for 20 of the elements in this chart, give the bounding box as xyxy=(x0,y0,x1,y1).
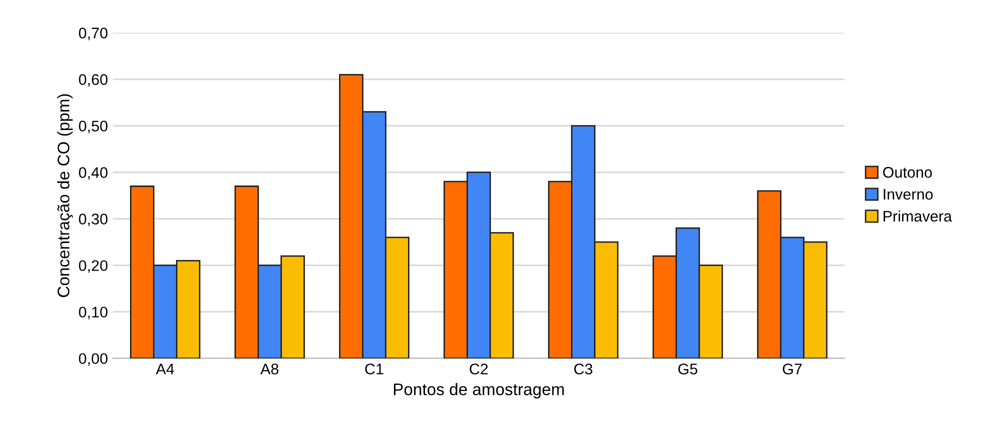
legend-label: Primavera xyxy=(884,210,952,222)
x-tick-label: C2 xyxy=(470,364,488,374)
legend-label: Inverno xyxy=(884,189,933,200)
y-tick-label: 0,50 xyxy=(78,120,108,134)
x-axis-title: Pontos de amostragem xyxy=(394,383,564,399)
x-tick-label: G7 xyxy=(782,364,802,374)
y-tick-label: 0,10 xyxy=(78,306,108,320)
y-axis-title: Concentração de CO (ppm) xyxy=(57,94,73,298)
y-tick-label: 0,20 xyxy=(78,260,108,273)
y-tick-label: 0,40 xyxy=(78,167,108,180)
x-tick-label: A4 xyxy=(156,364,174,374)
x-tick-label: A8 xyxy=(260,364,278,374)
legend-label: Outono xyxy=(883,166,932,178)
y-tick-label: 0,70 xyxy=(78,28,108,40)
x-tick-label: C1 xyxy=(365,364,384,374)
y-tick-label: 0,60 xyxy=(78,74,108,87)
y-tick-label: 0,30 xyxy=(78,214,108,226)
x-tick-label: C3 xyxy=(574,364,592,374)
y-tick-label: 0,00 xyxy=(78,353,108,366)
x-tick-label: G5 xyxy=(678,364,698,374)
